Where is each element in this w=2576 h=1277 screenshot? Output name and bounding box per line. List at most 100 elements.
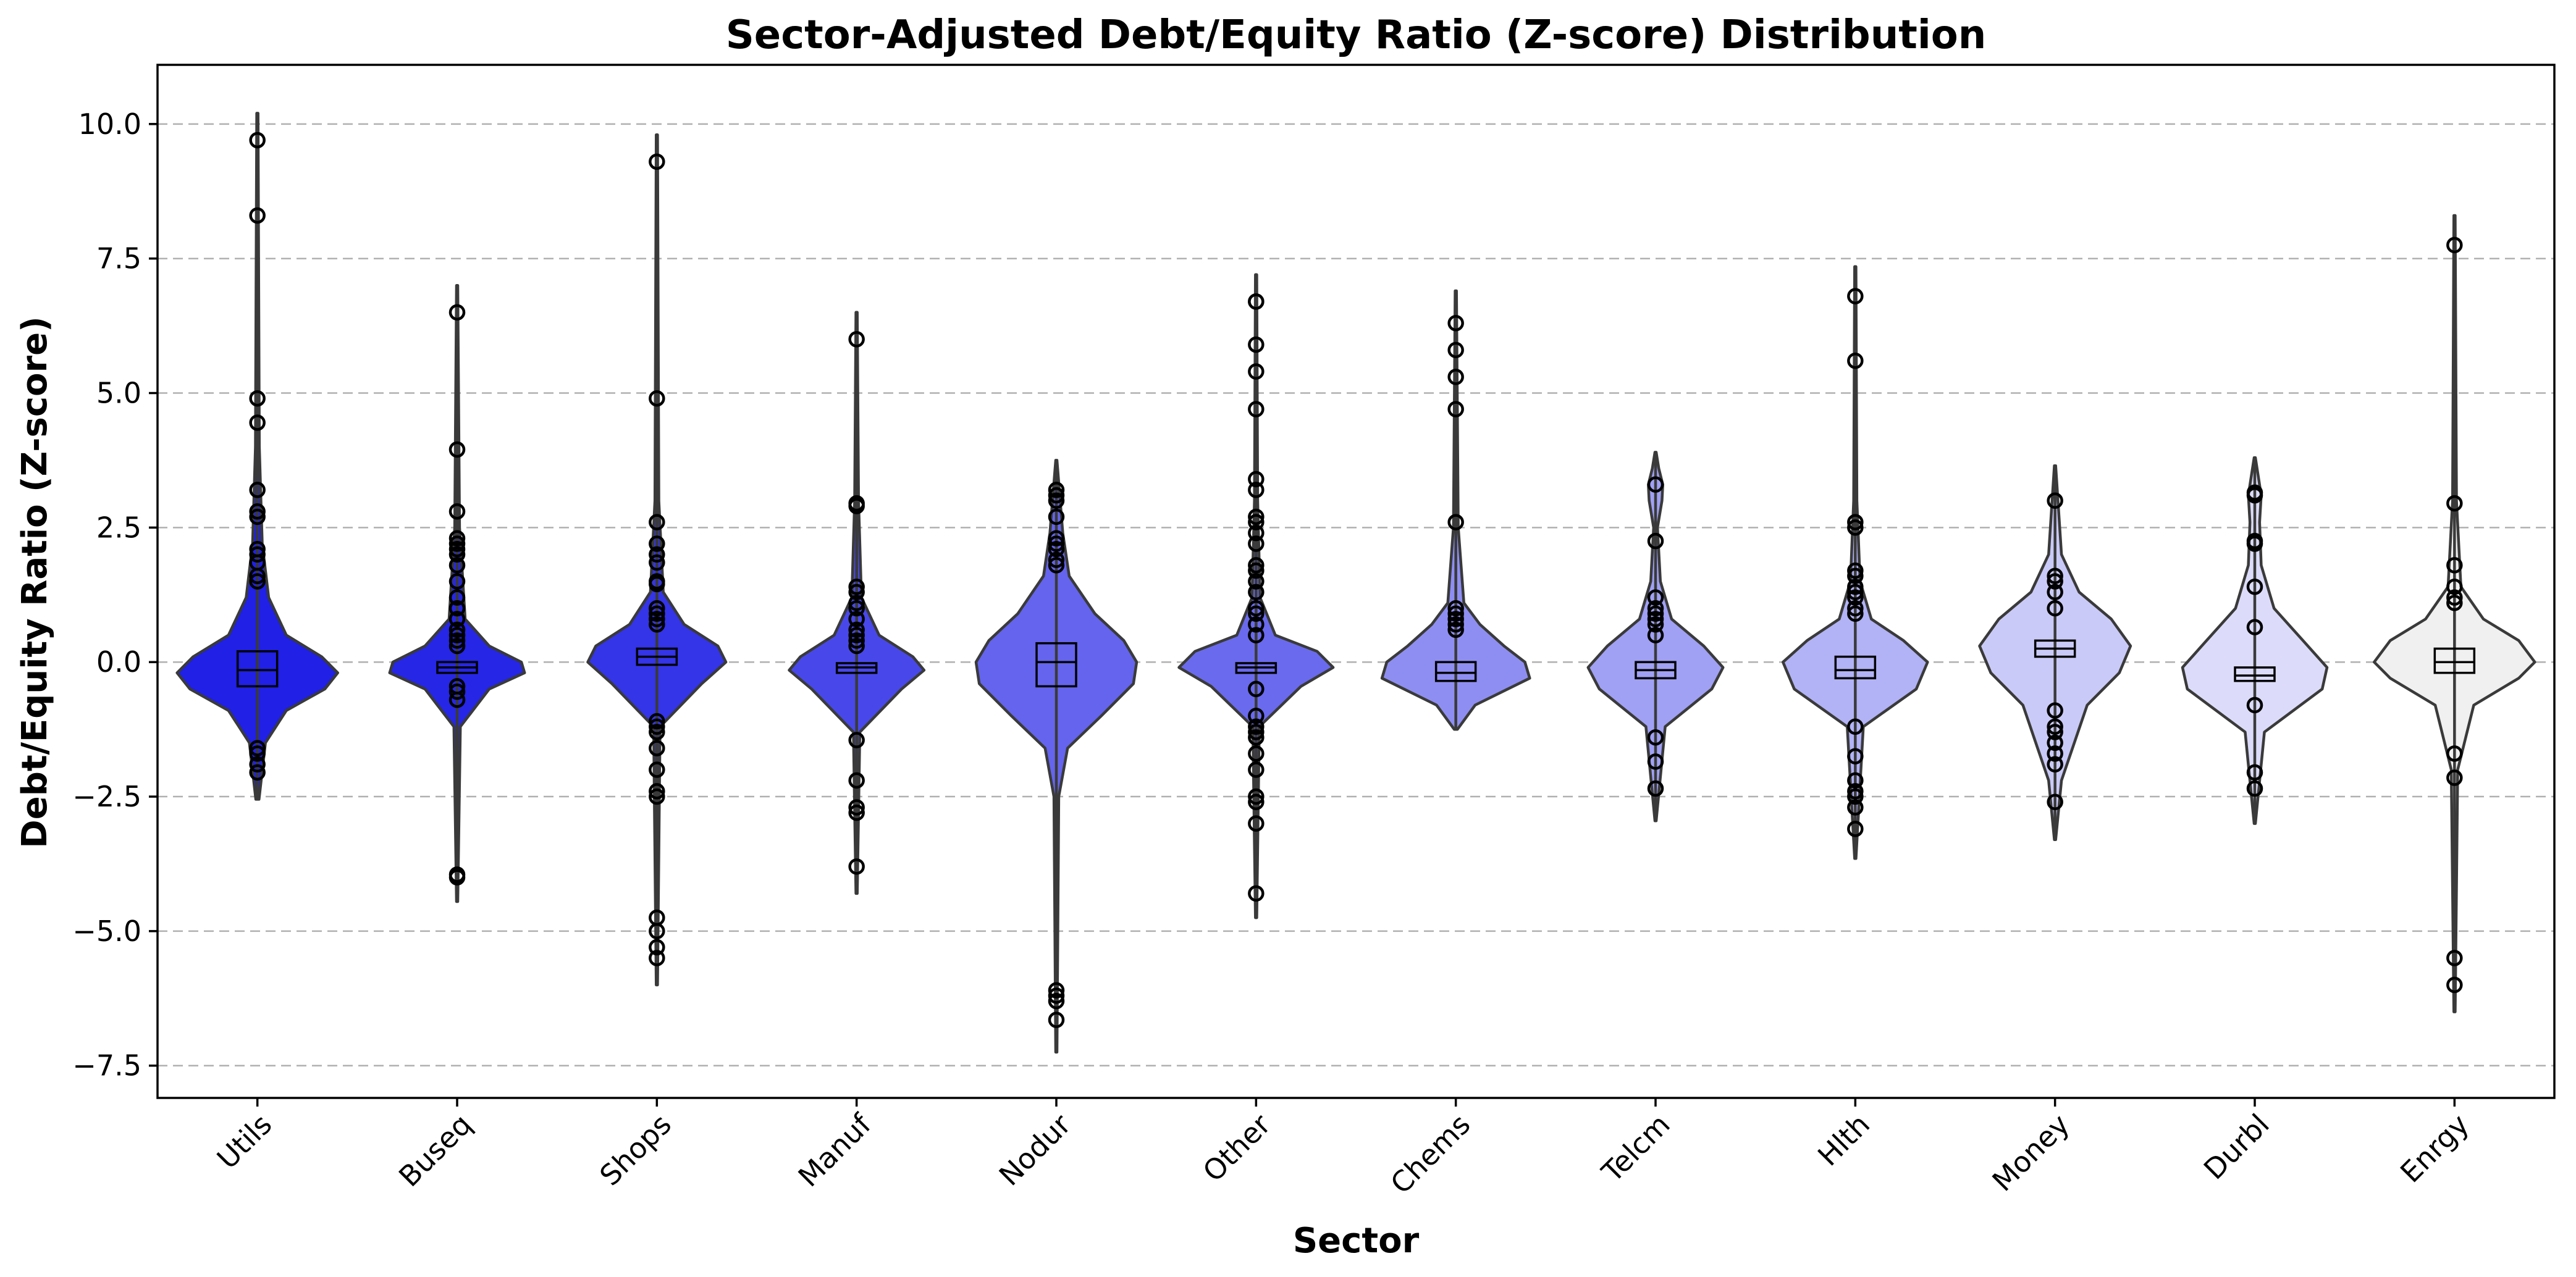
outlier-point	[1048, 508, 1065, 525]
outlier-point	[1248, 605, 1265, 622]
outlier-point	[2047, 745, 2063, 762]
outlier-point	[448, 632, 466, 649]
outlier-point	[2446, 557, 2463, 574]
outlier-point	[1647, 780, 1664, 797]
outlier-point	[848, 584, 865, 601]
violin-telcm	[1586, 451, 1725, 823]
outlier-point	[1447, 514, 1464, 530]
x-tick-label: Other	[1197, 1108, 1277, 1189]
outlier-point	[1248, 793, 1265, 811]
x-axis: Utils Buseq Shops Manuf Nodur Other Chems Telcm…	[211, 1098, 2475, 1200]
y-tick-label: 0.0	[96, 645, 141, 679]
outlier-point	[1847, 605, 1864, 622]
box	[1834, 655, 1877, 680]
outlier-point	[1847, 514, 1864, 530]
outlier-point	[649, 576, 665, 593]
y-tick-label: −7.5	[72, 1049, 141, 1082]
violin-chems	[1380, 289, 1531, 731]
outlier-point	[249, 503, 266, 520]
outlier-point	[1048, 992, 1065, 1010]
outlier-point	[848, 578, 865, 595]
violin-money	[1978, 464, 2132, 842]
x-tick-label: Nodur	[993, 1108, 1077, 1192]
violin-hlth	[1782, 265, 1929, 860]
outlier-point	[848, 627, 865, 643]
outlier-point	[649, 611, 665, 627]
outlier-point	[448, 691, 466, 708]
y-axis: −7.5 −5.0 −2.5 0.0 2.5 5.0 7.5 10.0	[72, 107, 158, 1082]
outlier-point	[1248, 885, 1265, 902]
outlier-point	[1248, 562, 1265, 579]
y-tick-label: −5.0	[72, 915, 141, 948]
outlier-point	[2047, 567, 2063, 585]
outlier-point	[2446, 589, 2463, 606]
outlier-point	[848, 632, 865, 649]
outlier-point	[448, 557, 466, 574]
outlier-point	[1248, 708, 1265, 724]
outlier-point	[1447, 341, 1464, 359]
outlier-point	[1847, 584, 1864, 601]
outlier-point	[649, 713, 665, 730]
outlier-point	[2047, 718, 2063, 735]
outlier-point	[1647, 611, 1664, 627]
outlier-point	[448, 535, 466, 552]
outlier-point	[1248, 729, 1265, 746]
outlier-point	[448, 683, 466, 700]
outlier-point	[1248, 482, 1265, 498]
outlier-point	[649, 514, 665, 530]
outlier-point	[249, 414, 266, 431]
x-axis-label: Sector	[1293, 1221, 1420, 1261]
y-grid	[158, 123, 2554, 1066]
y-tick-label: 2.5	[96, 511, 141, 544]
outlier-point	[1048, 492, 1065, 509]
outlier-point	[1248, 508, 1265, 525]
y-axis-label: Debt/Equity Ratio (Z-score)	[15, 316, 55, 848]
outlier-point	[1647, 627, 1664, 643]
outlier-point	[649, 939, 665, 956]
outlier-point	[1647, 476, 1664, 493]
outlier-point	[1447, 605, 1464, 622]
outlier-point	[649, 724, 665, 740]
outlier-point	[448, 621, 466, 638]
y-tick-label: −2.5	[72, 780, 141, 813]
outlier-point	[649, 761, 665, 778]
violin-nodur	[974, 459, 1139, 1054]
outlier-point	[2446, 495, 2463, 512]
outlier-point	[1647, 753, 1664, 770]
outlier-point	[649, 923, 665, 940]
outlier-point	[1647, 589, 1664, 606]
outlier-point	[1048, 982, 1065, 999]
outlier-point	[1847, 578, 1864, 595]
y-tick-label: 7.5	[96, 242, 141, 275]
outlier-point	[649, 718, 665, 735]
outlier-point	[249, 482, 266, 498]
outlier-point	[1048, 482, 1065, 498]
violin-durbl	[2181, 456, 2329, 825]
x-tick-label: Enrgy	[2394, 1108, 2475, 1189]
outlier-point	[1248, 600, 1265, 617]
violin-utils	[175, 112, 339, 801]
outlier-point	[2446, 976, 2463, 994]
outlier-point	[649, 546, 665, 563]
outlier-point	[649, 740, 665, 756]
violin-series	[175, 112, 2536, 1054]
outlier-point	[1248, 293, 1265, 310]
outlier-point	[1447, 621, 1464, 638]
outlier-point	[649, 535, 665, 552]
outlier-point	[2246, 487, 2263, 504]
x-tick-label: Chems	[1384, 1108, 1476, 1200]
outlier-point	[1847, 589, 1864, 606]
outlier-point	[1048, 1011, 1065, 1028]
outlier-point	[1847, 772, 1864, 789]
violin-other	[1177, 273, 1335, 919]
outlier-point	[649, 600, 665, 617]
outlier-point	[249, 573, 266, 590]
outlier-point	[2047, 600, 2063, 617]
outlier-point	[1647, 532, 1664, 550]
outlier-point	[448, 304, 466, 321]
outlier-point	[848, 732, 865, 748]
outlier-point	[249, 207, 266, 224]
outlier-point	[2446, 237, 2463, 254]
outlier-point	[1847, 821, 1864, 837]
